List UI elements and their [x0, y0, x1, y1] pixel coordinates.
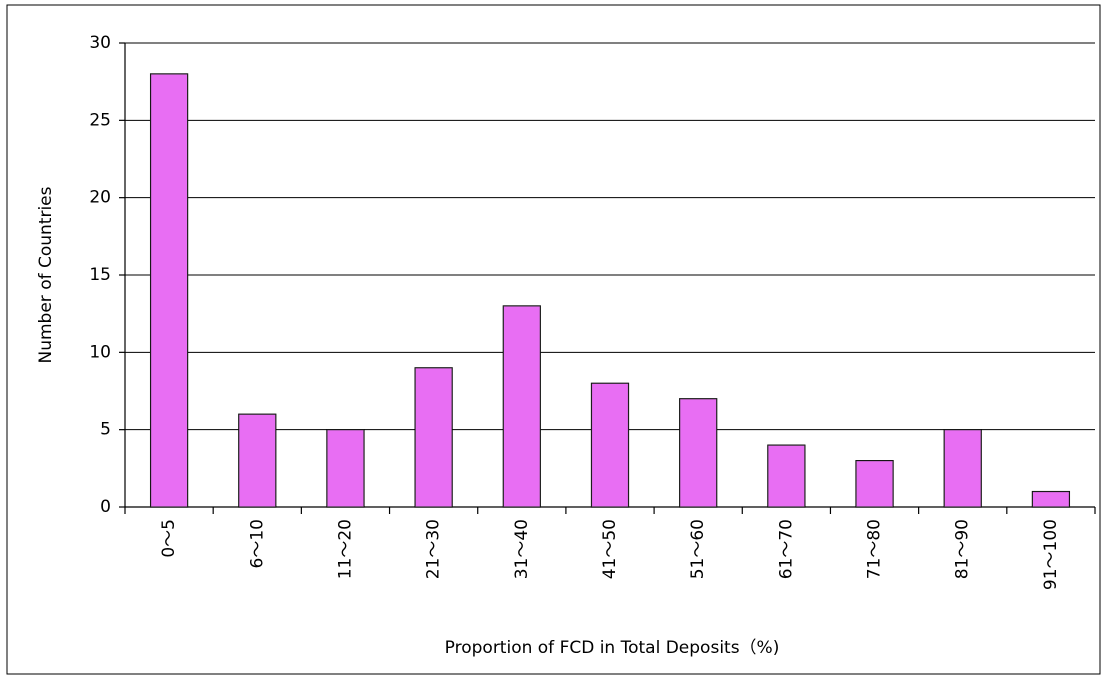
x-tick-label: 0〜5: [159, 519, 179, 558]
bar-texture: [944, 429, 982, 507]
bar-texture: [679, 398, 717, 507]
bar-texture: [415, 367, 453, 507]
x-tick-label: 71〜80: [865, 519, 885, 579]
y-tick-label: 10: [89, 342, 111, 362]
x-tick-label: 91〜100: [1041, 519, 1061, 590]
y-tick-label: 0: [100, 497, 111, 517]
bar-texture: [326, 429, 364, 507]
x-tick-label: 61〜70: [776, 519, 796, 579]
bar-texture: [150, 73, 188, 507]
bar-texture: [1032, 491, 1070, 507]
y-tick-label: 15: [89, 265, 111, 285]
bar-texture: [767, 445, 805, 507]
x-tick-label: 81〜90: [953, 519, 973, 579]
y-tick-label: 20: [89, 188, 111, 208]
y-axis-label: Number of Countries: [36, 186, 56, 363]
x-tick-label: 41〜50: [600, 519, 620, 579]
x-tick-label: 21〜30: [424, 519, 444, 579]
bar-texture: [503, 305, 541, 507]
bar-texture: [591, 383, 629, 507]
bar-texture: [238, 414, 276, 507]
x-axis-label: Proportion of FCD in Total Deposits（%): [445, 638, 780, 658]
bar-texture: [856, 460, 894, 507]
x-tick-label: 11〜20: [335, 519, 355, 579]
x-tick-label: 6〜10: [247, 519, 267, 568]
x-tick-label: 51〜60: [688, 519, 708, 579]
y-tick-label: 5: [100, 420, 111, 440]
y-tick-label: 25: [89, 110, 111, 130]
x-tick-label: 31〜40: [512, 519, 532, 579]
chart-frame: [6, 4, 1101, 675]
y-tick-label: 30: [89, 33, 111, 53]
